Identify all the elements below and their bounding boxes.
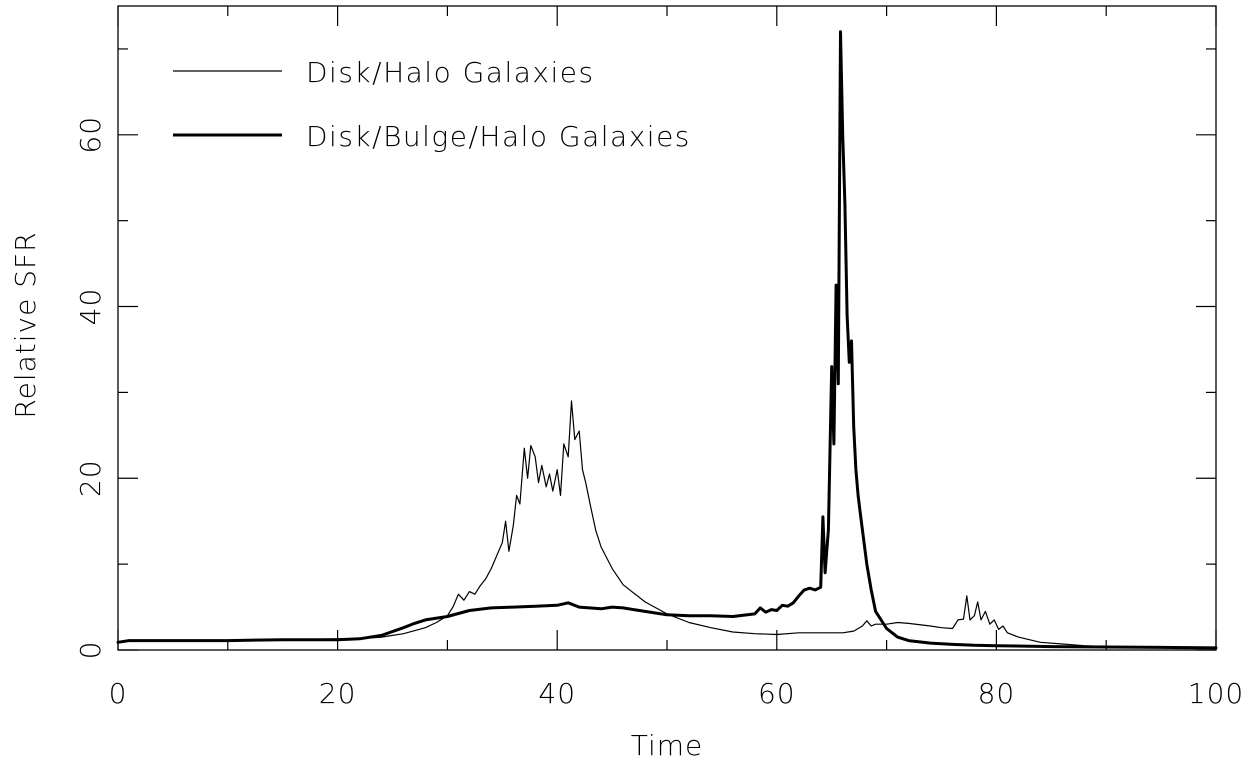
tick-marks [117, 6, 1217, 651]
legend: Disk/Halo Galaxies Disk/Bulge/Halo Galaxi… [173, 56, 691, 153]
x-tick-label: 20 [319, 677, 357, 710]
x-tick-label: 0 [109, 677, 128, 710]
plot-frame [117, 5, 1217, 651]
series-lines [116, 30, 1218, 650]
x-tick-label: 60 [758, 677, 796, 710]
x-tick-label: 100 [1188, 677, 1244, 710]
y-tick-labels: 0 20 40 60 [74, 116, 107, 659]
series-line-2 [116, 30, 1218, 650]
y-tick-label: 40 [74, 288, 107, 326]
plot-border [117, 5, 1217, 651]
y-tick-label: 20 [74, 459, 107, 497]
x-axis-label: Time [631, 729, 704, 759]
x-tick-labels: 0 20 40 60 80 100 [109, 677, 1244, 710]
legend-label-1: Disk/Halo Galaxies [306, 56, 595, 89]
series-line-1 [117, 400, 1217, 649]
y-axis-label: Relative SFR [9, 231, 42, 418]
x-tick-label: 40 [538, 677, 576, 710]
legend-label-2: Disk/Bulge/Halo Galaxies [306, 120, 691, 153]
x-tick-label: 80 [978, 677, 1016, 710]
y-tick-label: 0 [74, 641, 107, 660]
y-tick-label: 60 [74, 116, 107, 154]
